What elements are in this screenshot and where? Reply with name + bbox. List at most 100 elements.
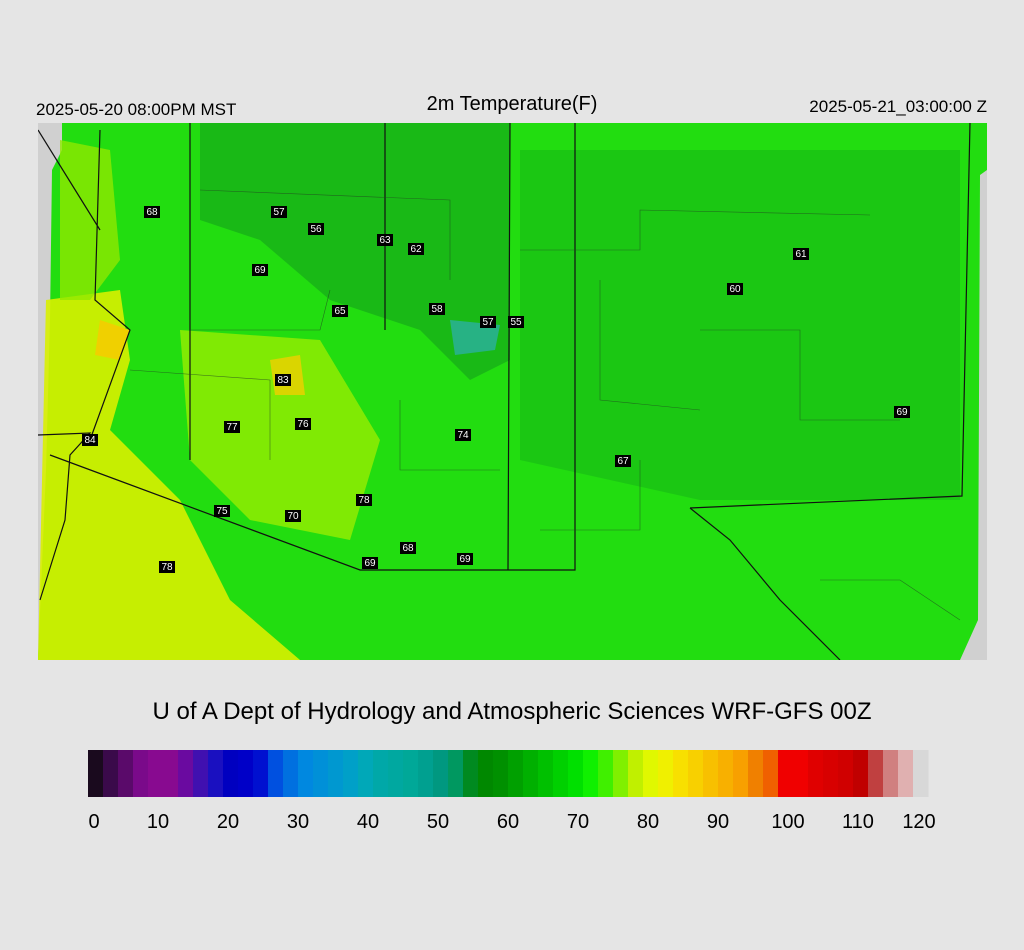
station-box <box>429 303 445 315</box>
colorbar-segment <box>658 750 674 797</box>
colorbar-segment <box>223 750 239 797</box>
colorbar-segment <box>853 750 869 797</box>
colorbar-segment <box>133 750 149 797</box>
colorbar-segment <box>808 750 824 797</box>
colorbar-segment <box>283 750 299 797</box>
colorbar-segment <box>913 750 929 797</box>
state-border <box>38 123 971 660</box>
station-value: 69 <box>896 407 908 418</box>
colorbar-tick-label: 0 <box>88 811 99 833</box>
station-box <box>271 206 287 218</box>
colorbar-segment <box>208 750 224 797</box>
station-value: 69 <box>364 558 376 569</box>
colorbar-segment <box>733 750 749 797</box>
station-box <box>727 283 743 295</box>
colorbar-segment <box>538 750 554 797</box>
colorbar-segment <box>493 750 509 797</box>
station-box <box>159 561 175 573</box>
cold-spot <box>450 320 500 355</box>
station-value: 56 <box>310 224 322 235</box>
colorbar-segment <box>298 750 314 797</box>
station-value: 63 <box>379 235 391 246</box>
station-value: 74 <box>457 430 469 441</box>
station-value: 69 <box>459 554 471 565</box>
colorbar-segment <box>478 750 494 797</box>
colorbar-segment <box>253 750 269 797</box>
colorbar-segment <box>838 750 854 797</box>
station-value: 77 <box>226 422 238 433</box>
colorbar-segment <box>433 750 449 797</box>
station-box <box>457 553 473 565</box>
colorbar-tick-label: 50 <box>427 811 449 833</box>
station-value: 69 <box>254 265 266 276</box>
colorbar-segment <box>148 750 164 797</box>
colorbar-segment <box>313 750 329 797</box>
colorbar-segment <box>103 750 119 797</box>
station-box <box>285 510 301 522</box>
colorbar-segment <box>553 750 569 797</box>
colorbar-segment <box>343 750 359 797</box>
station-box <box>308 223 324 235</box>
colorbar-segment <box>673 750 689 797</box>
colorbar-segment <box>118 750 134 797</box>
station-box <box>295 418 311 430</box>
station-box <box>455 429 471 441</box>
station-box <box>356 494 372 506</box>
colorbar-tick-label: 30 <box>287 811 309 833</box>
colorbar-segment <box>793 750 809 797</box>
station-box <box>214 505 230 517</box>
station-value: 57 <box>273 207 285 218</box>
colorbar-segment <box>718 750 734 797</box>
colorbar-segment <box>193 750 209 797</box>
station-box <box>224 421 240 433</box>
header-left: 2025-05-20 08:00PM MST <box>36 100 236 119</box>
colorbar-segment <box>418 750 434 797</box>
warm-area <box>180 330 380 540</box>
colorbar-segment <box>583 750 599 797</box>
colorbar-tick-label: 100 <box>771 811 804 833</box>
colorbar-segment <box>178 750 194 797</box>
colorbar-segment <box>778 750 794 797</box>
colorbar-segment <box>868 750 884 797</box>
colorbar-segment <box>643 750 659 797</box>
station-box <box>144 206 160 218</box>
station-box <box>508 316 524 328</box>
colorbar-segment <box>358 750 374 797</box>
colorbar-segment <box>448 750 464 797</box>
station-value: 58 <box>431 304 443 315</box>
station-box <box>275 374 291 386</box>
cool-area <box>520 150 960 500</box>
station-box <box>82 434 98 446</box>
warm-area <box>60 140 120 300</box>
colorbar-segment <box>883 750 899 797</box>
station-value: 68 <box>146 207 158 218</box>
station-value: 83 <box>277 375 289 386</box>
colorbar-segment <box>703 750 719 797</box>
colorbar-segment <box>823 750 839 797</box>
station-value: 65 <box>334 306 346 317</box>
colorbar-tick-label: 80 <box>637 811 659 833</box>
station-value: 76 <box>297 419 309 430</box>
station-box <box>894 406 910 418</box>
station-value: 75 <box>216 506 228 517</box>
map <box>38 123 987 660</box>
colorbar-segment <box>523 750 539 797</box>
colorbar-tick-label: 90 <box>707 811 729 833</box>
colorbar-segment <box>568 750 584 797</box>
station-box <box>362 557 378 569</box>
colorbar-tick-label: 110 <box>842 811 874 833</box>
station-box <box>408 243 424 255</box>
colorbar-segment <box>463 750 479 797</box>
warm-area <box>38 290 300 660</box>
station-value: 67 <box>617 456 629 467</box>
colorbar-segment <box>898 750 914 797</box>
station-box <box>377 234 393 246</box>
station-box <box>615 455 631 467</box>
credit: U of A Dept of Hydrology and Atmospheric… <box>153 698 872 725</box>
colorbar-tick-label: 10 <box>147 811 169 833</box>
colorbar-segment <box>403 750 419 797</box>
title: 2m Temperature(F) <box>427 93 598 115</box>
station-value: 84 <box>84 435 96 446</box>
colorbar-segment <box>268 750 284 797</box>
